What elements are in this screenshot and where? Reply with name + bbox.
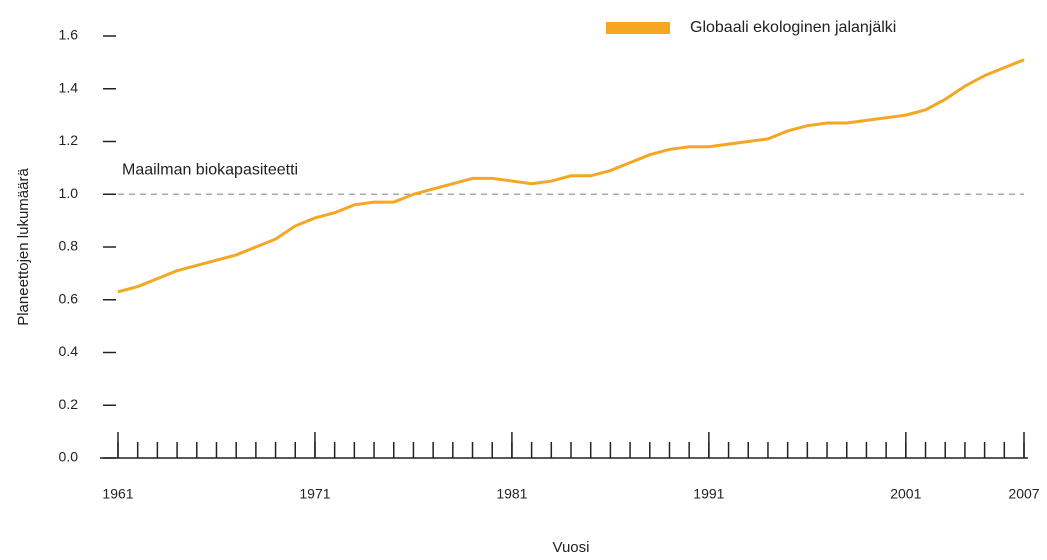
- y-tick-label: 1.6: [59, 27, 79, 43]
- x-tick-label: 1981: [496, 486, 527, 502]
- legend-label: Globaali ekologinen jalanjälki: [690, 19, 896, 36]
- x-tick-label: 1971: [299, 486, 330, 502]
- x-tick-label: 1991: [693, 486, 724, 502]
- y-axis-label: Planeettojen lukumäärä: [15, 168, 32, 326]
- x-axis-label: Vuosi: [553, 539, 590, 556]
- y-tick-label: 1.0: [59, 185, 79, 201]
- y-tick-label: 0.6: [59, 290, 79, 306]
- y-tick-label: 1.2: [59, 132, 79, 148]
- y-tick-label: 0.2: [59, 396, 79, 412]
- x-tick-label: 2001: [890, 486, 921, 502]
- y-tick-label: 0.4: [59, 343, 79, 359]
- data-line: [117, 58, 1025, 294]
- legend-swatch: [606, 22, 670, 34]
- y-tick-label: 0.8: [59, 238, 79, 254]
- reference-label: Maailman biokapasiteetti: [122, 161, 298, 178]
- x-tick-label: 1961: [102, 486, 133, 502]
- y-tick-label: 0.0: [59, 449, 79, 465]
- y-tick-label: 1.4: [59, 79, 79, 95]
- x-tick-label: 2007: [1008, 486, 1039, 502]
